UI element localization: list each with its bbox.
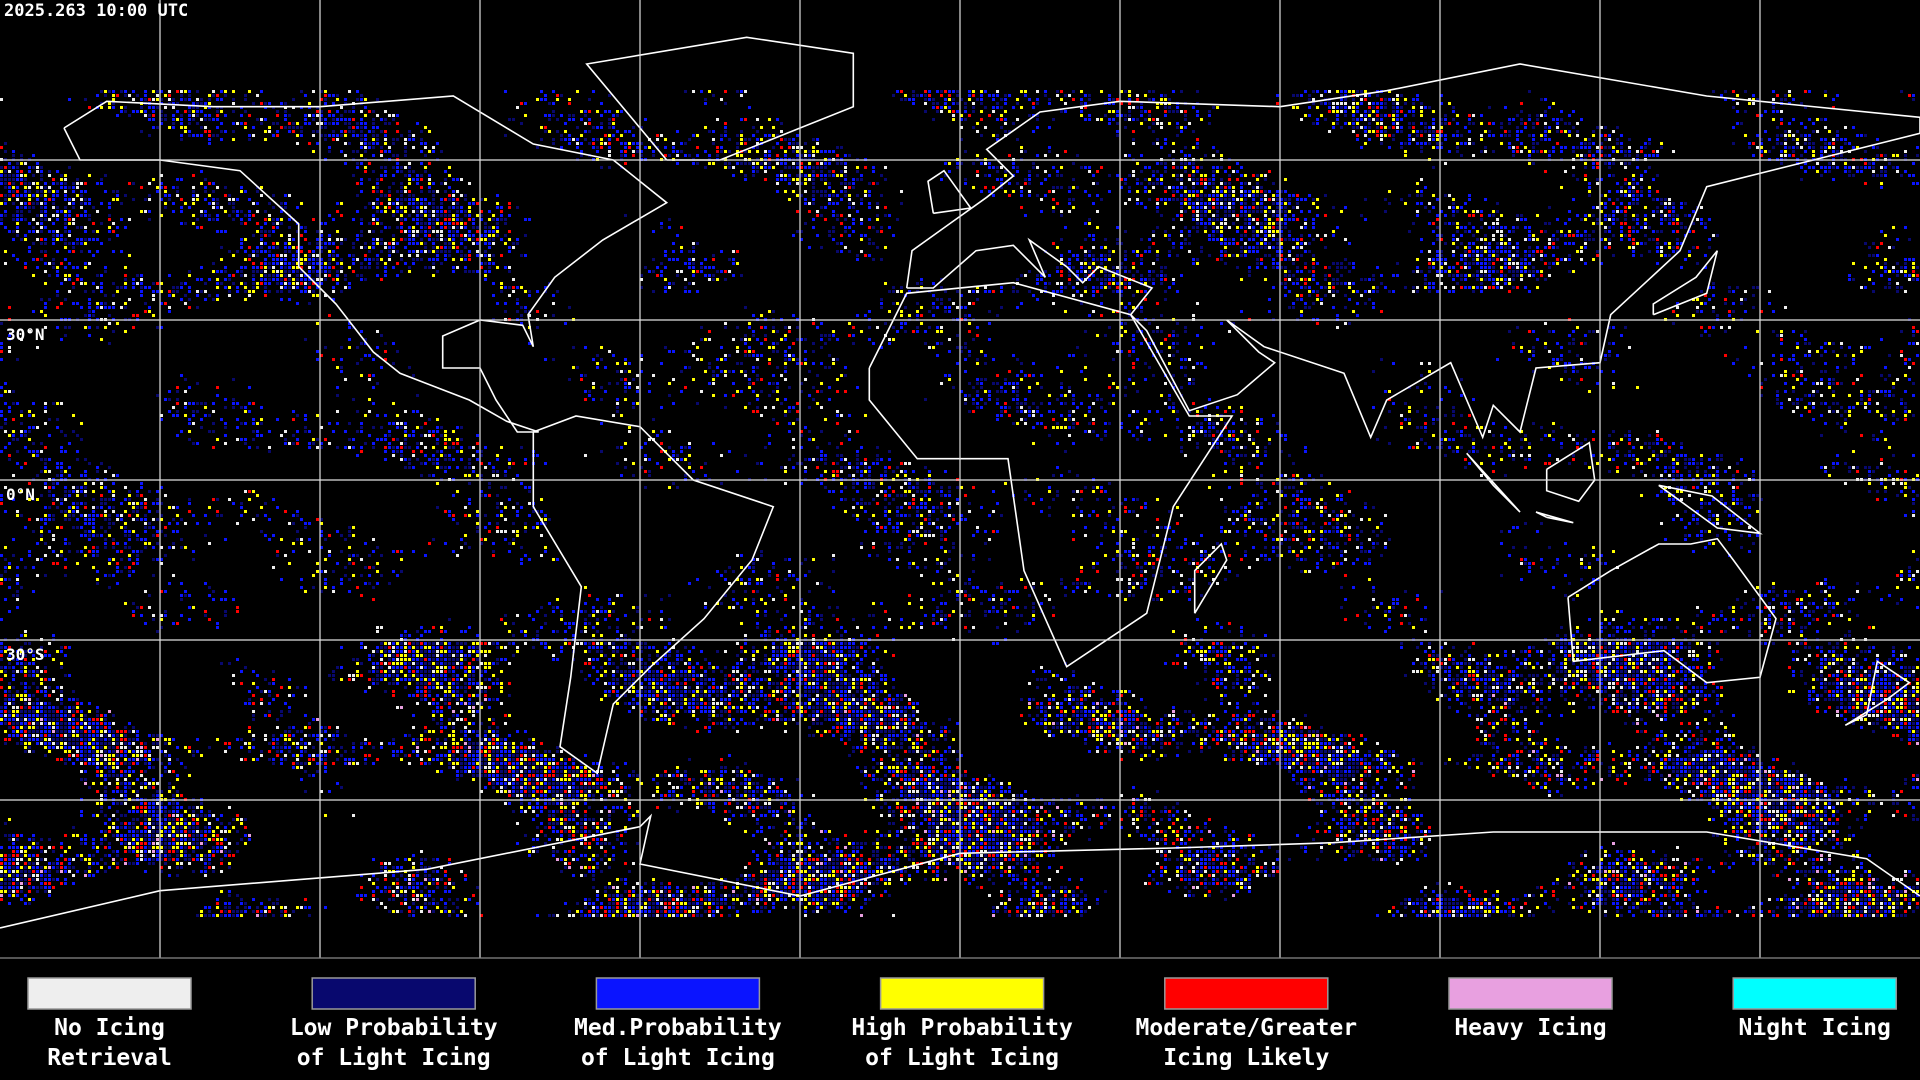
coastline <box>927 169 973 215</box>
legend-swatch <box>27 977 192 1010</box>
legend-swatch <box>1448 977 1613 1010</box>
coastline <box>1545 441 1596 503</box>
legend-label: No Icing <box>54 1015 165 1041</box>
legend-swatch <box>1164 977 1329 1010</box>
legend-swatch <box>879 977 1045 1010</box>
coastline <box>905 63 1920 440</box>
legend-label: Night Icing <box>1739 1015 1891 1041</box>
legend-label: of Light Icing <box>581 1045 775 1071</box>
coastline <box>1844 659 1911 727</box>
legend-label: Retrieval <box>47 1045 172 1071</box>
coastline <box>1567 537 1777 684</box>
coastline <box>1652 250 1719 316</box>
coastline <box>1466 452 1521 513</box>
legend-swatch <box>311 977 476 1010</box>
latitude-label: 30°S <box>6 645 45 664</box>
legend-label: Heavy Icing <box>1454 1015 1606 1041</box>
coastline <box>1193 542 1228 614</box>
legend-label: of Light Icing <box>865 1045 1059 1071</box>
coastline <box>63 95 669 433</box>
legend-label: of Light Icing <box>297 1045 491 1071</box>
legend-label: Low Probability <box>290 1015 498 1041</box>
latitude-label: 30°N <box>6 325 45 344</box>
legend-label: High Probability <box>851 1015 1073 1041</box>
legend-swatch <box>595 977 761 1010</box>
coastlines <box>0 36 1920 929</box>
coastline <box>868 281 1234 668</box>
legend-swatch <box>1732 977 1897 1010</box>
legend-label: Med.Probability <box>574 1015 782 1041</box>
timestamp: 2025.263 10:00 UTC <box>4 1 188 21</box>
latitude-labels: 30°N 0°N 30°S <box>6 325 45 664</box>
legend-label: Moderate/Greater <box>1136 1015 1358 1041</box>
coastline <box>0 813 1920 929</box>
legend-label: Icing Likely <box>1163 1045 1329 1071</box>
latitude-label: 0°N <box>6 485 35 504</box>
coastline <box>1535 511 1574 524</box>
graticule <box>0 0 1920 959</box>
coastline <box>532 415 775 775</box>
legend: No Icing Retrieval Low Probability of Light… <box>27 977 1897 1071</box>
